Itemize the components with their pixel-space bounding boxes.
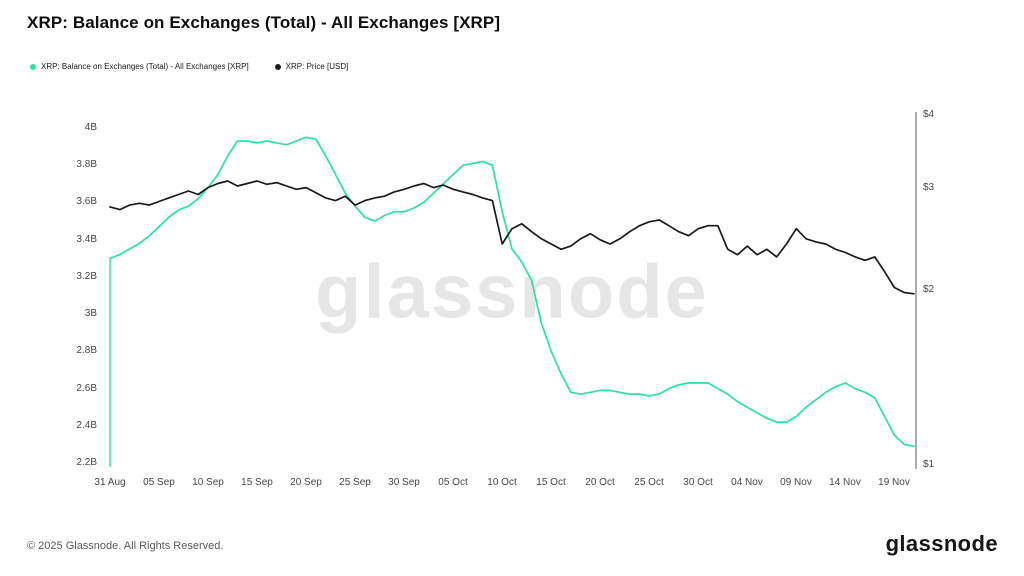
y-axis-right-label: $2 <box>923 284 935 295</box>
y-axis-left-label: 3.2B <box>76 271 97 282</box>
x-axis-tick-label: 09 Nov <box>780 477 812 488</box>
legend-item-label: XRP: Price [USD] <box>285 62 349 71</box>
y-axis-left-label: 3.6B <box>76 196 97 207</box>
x-axis-tick-label: 14 Nov <box>829 477 861 488</box>
x-axis-tick-label: 19 Nov <box>878 477 910 488</box>
y-axis-left-label: 3.4B <box>76 234 97 245</box>
x-axis-tick-label: 30 Oct <box>683 477 713 488</box>
x-axis-tick-label: 31 Aug <box>94 477 126 488</box>
y-axis-left-label: 3B <box>84 308 97 319</box>
copyright-text: © 2025 Glassnode. All Rights Reserved. <box>27 540 224 552</box>
legend-dot-icon <box>274 63 281 70</box>
legend-item[interactable]: XRP: Price [USD] <box>274 62 349 71</box>
legend-item[interactable]: XRP: Balance on Exchanges (Total) - All … <box>30 62 249 71</box>
y-axis-left-label: 2.2B <box>76 457 97 468</box>
y-axis-right-label: $1 <box>923 459 935 470</box>
x-axis-tick-label: 20 Sep <box>290 477 322 488</box>
chart-title: XRP: Balance on Exchanges (Total) - All … <box>27 13 501 32</box>
legend-item-label: XRP: Balance on Exchanges (Total) - All … <box>41 62 249 71</box>
series-line <box>109 180 915 295</box>
y-axis-right-label: $4 <box>923 109 935 120</box>
y-axis-left-label: 4B <box>84 122 97 133</box>
x-axis-tick-label: 04 Nov <box>731 477 763 488</box>
x-axis-tick-label: 15 Oct <box>536 477 566 488</box>
legend-dot-icon <box>30 63 36 70</box>
x-axis-tick-label: 25 Oct <box>634 477 664 488</box>
legend: XRP: Balance on Exchanges (Total) - All … <box>30 62 348 71</box>
y-axis-left-label: 2.6B <box>76 383 97 394</box>
glassnode-watermark: glassnode <box>315 249 709 335</box>
y-axis-left-label: 2.8B <box>76 345 97 356</box>
x-axis-tick-label: 05 Sep <box>143 477 175 488</box>
y-axis-right-label: $3 <box>923 182 935 193</box>
x-axis-tick-label: 25 Sep <box>339 477 371 488</box>
x-axis-tick-label: 20 Oct <box>585 477 615 488</box>
x-axis-tick-label: 10 Oct <box>487 477 517 488</box>
y-axis-left-label: 3.8B <box>76 159 97 170</box>
x-axis-tick-label: 10 Sep <box>192 477 224 488</box>
x-axis-tick-label: 30 Sep <box>388 477 420 488</box>
series-line <box>109 136 915 448</box>
glassnode-logo: glassnode <box>885 531 998 556</box>
x-axis-tick-label: 15 Sep <box>241 477 273 488</box>
x-axis-tick-label: 05 Oct <box>438 477 468 488</box>
y-axis-left-label: 2.4B <box>76 420 97 431</box>
